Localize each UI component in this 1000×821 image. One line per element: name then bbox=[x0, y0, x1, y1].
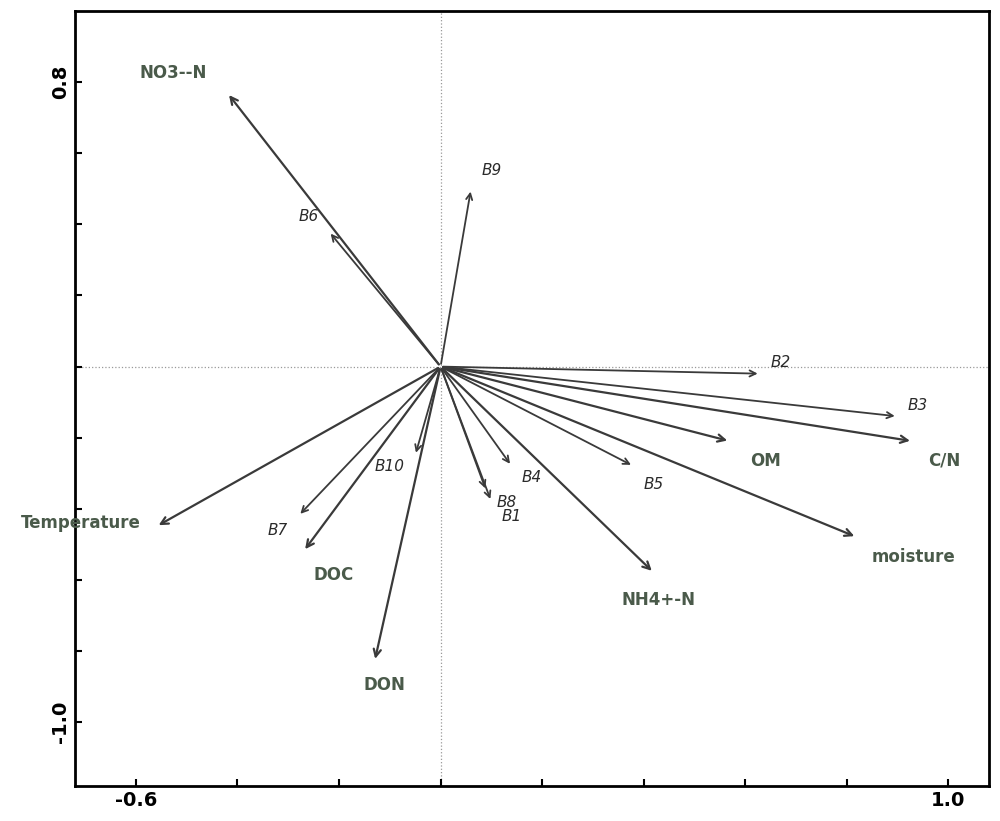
Text: B3: B3 bbox=[908, 398, 928, 413]
Text: DON: DON bbox=[364, 676, 406, 694]
Text: B9: B9 bbox=[481, 163, 501, 178]
Text: NO3--N: NO3--N bbox=[140, 64, 207, 82]
Text: B2: B2 bbox=[771, 355, 791, 370]
Text: B10: B10 bbox=[375, 459, 405, 474]
Text: C/N: C/N bbox=[928, 452, 960, 470]
Text: Temperature: Temperature bbox=[21, 514, 141, 532]
Text: NH4+-N: NH4+-N bbox=[622, 590, 696, 608]
Text: B6: B6 bbox=[298, 209, 319, 224]
Text: B4: B4 bbox=[522, 470, 542, 484]
Text: B5: B5 bbox=[644, 477, 664, 492]
Text: B8: B8 bbox=[496, 494, 517, 510]
Text: OM: OM bbox=[750, 452, 781, 470]
Text: B1: B1 bbox=[501, 509, 522, 524]
Text: DOC: DOC bbox=[314, 566, 354, 584]
Text: B7: B7 bbox=[268, 523, 288, 538]
Text: moisture: moisture bbox=[872, 548, 956, 566]
